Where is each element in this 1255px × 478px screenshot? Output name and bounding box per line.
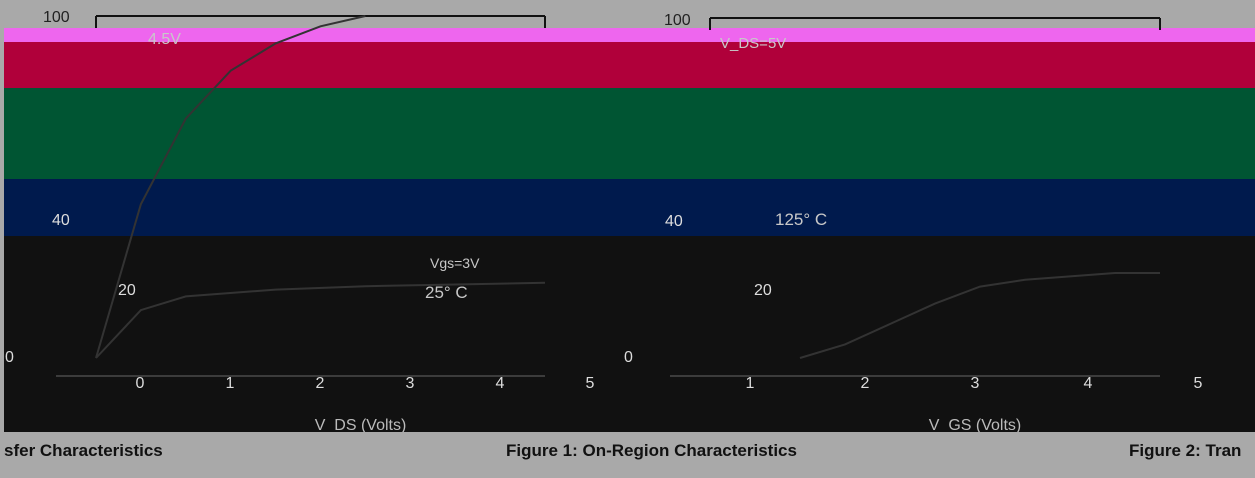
caption-figure-1: Figure 1: On-Region Characteristics (506, 441, 797, 460)
band-green (4, 88, 1255, 179)
chart-annotation: Vgs=3V (430, 255, 480, 271)
x-tick-label: 1 (226, 375, 235, 392)
chart-annotation: 25° C (425, 283, 468, 302)
caption-figure-2-partial: Figure 2: Tran (1129, 441, 1242, 460)
x-tick-label: 1 (746, 375, 755, 392)
x-tick-label: 2 (861, 375, 870, 392)
chart-annotation: V_DS=5V (720, 35, 786, 52)
y-tick-label: 20 (754, 282, 772, 299)
band-navy (4, 179, 1255, 236)
x-tick-label: 2 (316, 375, 325, 392)
y-tick-label: 0 (624, 349, 633, 366)
y-tick-label: 100 (43, 9, 70, 26)
on-region-chart: 0 1 2 3 4 5 0 20 40 100 V_DS (Volts) 4.5V Vgs=3V 25° … (5, 9, 595, 434)
series-line (799, 272, 1160, 359)
caption-left-partial: sfer Characteristics (4, 441, 163, 460)
band-magenta (4, 28, 1255, 42)
caption-strip (0, 432, 1255, 478)
series-line (95, 15, 366, 359)
x-axis-label: V_DS (Volts) (315, 417, 407, 434)
y-tick-label: 20 (118, 282, 136, 299)
x-axis-label: V_GS (Volts) (929, 417, 1021, 434)
y-tick-label: 0 (5, 349, 14, 366)
x-tick-label: 5 (1194, 375, 1203, 392)
transfer-chart: 1 2 3 4 5 0 20 40 100 V_GS (Volts) 125° C V_DS=5V (624, 12, 1203, 434)
chart-annotation: 4.5V (148, 31, 181, 48)
x-tick-label: 0 (136, 375, 145, 392)
x-tick-label: 3 (971, 375, 980, 392)
y-tick-label: 40 (665, 213, 683, 230)
band-black (4, 236, 1255, 432)
y-tick-label: 100 (664, 12, 691, 29)
series-line (95, 281, 546, 359)
x-tick-label: 3 (406, 375, 415, 392)
x-tick-label: 5 (586, 375, 595, 392)
x-tick-label: 4 (496, 375, 505, 392)
chart-annotation: 125° C (775, 210, 827, 229)
band-crimson (4, 42, 1255, 88)
x-tick-label: 4 (1084, 375, 1093, 392)
y-tick-label: 40 (52, 212, 70, 229)
